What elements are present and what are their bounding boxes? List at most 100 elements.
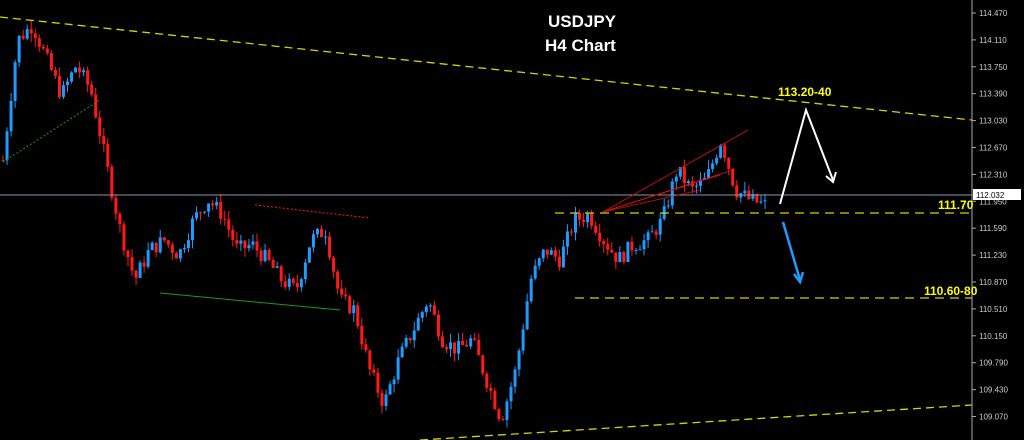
candle-body (707, 169, 711, 178)
candle-body (340, 288, 344, 295)
candle (735, 180, 739, 201)
candle (662, 198, 666, 221)
candle (352, 300, 356, 322)
candle (698, 172, 702, 193)
candle (469, 334, 473, 350)
candle (380, 389, 384, 414)
candle (376, 367, 380, 398)
candle-body (590, 213, 594, 226)
candle (211, 200, 215, 211)
candle (41, 44, 45, 51)
candle (614, 252, 618, 269)
candle-body (509, 386, 513, 402)
candle-body (320, 228, 324, 238)
candle-body (489, 387, 493, 391)
candle-body (473, 338, 477, 340)
candle (45, 44, 49, 56)
support1-label: 111.70 (938, 198, 974, 212)
candle (650, 225, 654, 233)
candle-body (66, 81, 70, 86)
y-tick-label: 114.470 (979, 9, 1008, 18)
candle (574, 206, 578, 241)
candle-body (356, 305, 360, 326)
candle-body (275, 266, 279, 268)
candle (364, 337, 368, 353)
candle-body (622, 252, 626, 262)
candle (674, 173, 678, 190)
candle (239, 234, 243, 252)
candle (21, 29, 25, 41)
candle (525, 293, 529, 331)
candle-body (461, 340, 465, 346)
candle-body (751, 193, 755, 199)
candle-body (178, 249, 182, 259)
candle (497, 407, 501, 423)
candle (727, 157, 731, 176)
y-tick-label: 111.230 (979, 251, 1007, 260)
candle-body (364, 344, 368, 351)
candle-body (477, 339, 481, 356)
candle-body (541, 249, 545, 259)
candle (408, 337, 412, 344)
candle (501, 416, 505, 421)
candle-body (263, 249, 267, 262)
candle (666, 199, 670, 209)
candle-body (336, 271, 340, 289)
candle-body (126, 250, 130, 258)
candle-body (231, 229, 235, 241)
candle-body (630, 241, 634, 251)
chart-title: USDJPY (548, 12, 617, 31)
candle (162, 236, 166, 243)
candle-body (513, 369, 517, 387)
candle-body (295, 282, 299, 288)
candle (49, 50, 53, 72)
candle-body (291, 278, 295, 283)
candle-body (130, 257, 134, 271)
candle-body (715, 157, 719, 164)
candle-body (582, 219, 586, 223)
candle-body (170, 244, 174, 253)
candle (291, 277, 295, 286)
candle (582, 212, 586, 228)
candle (271, 257, 275, 269)
candle-body (21, 35, 25, 39)
candle-body (376, 372, 380, 393)
candle-body (299, 279, 303, 288)
candle-body (372, 369, 376, 373)
candle (138, 260, 142, 279)
candle-body (392, 379, 396, 385)
candle (461, 332, 465, 346)
candle (303, 258, 307, 284)
candle-body (485, 373, 489, 388)
candle-body (428, 305, 432, 307)
candle-body (731, 168, 735, 186)
candle-body (25, 29, 29, 39)
candle (449, 333, 453, 357)
candle (763, 193, 767, 210)
candle (219, 193, 223, 225)
candle-body (698, 179, 702, 186)
candle-body (352, 305, 356, 314)
candle-body (674, 176, 678, 182)
candle-body (57, 75, 61, 97)
blue-arrow-icon (781, 221, 805, 285)
candle (150, 241, 154, 251)
candle-body (29, 29, 33, 34)
candle-body (227, 219, 231, 230)
candle-body (251, 241, 255, 245)
candle (557, 249, 561, 272)
candle-body (553, 250, 557, 257)
white-arrow-icon (779, 106, 837, 205)
candle (630, 236, 634, 256)
candle-body (465, 345, 469, 347)
candle (311, 230, 315, 253)
candle (420, 310, 424, 323)
candle-body (497, 409, 501, 420)
candle (207, 203, 211, 217)
candle (118, 211, 122, 233)
candle (182, 243, 186, 254)
candle (477, 333, 481, 356)
candle (658, 213, 662, 242)
candle (654, 228, 658, 240)
